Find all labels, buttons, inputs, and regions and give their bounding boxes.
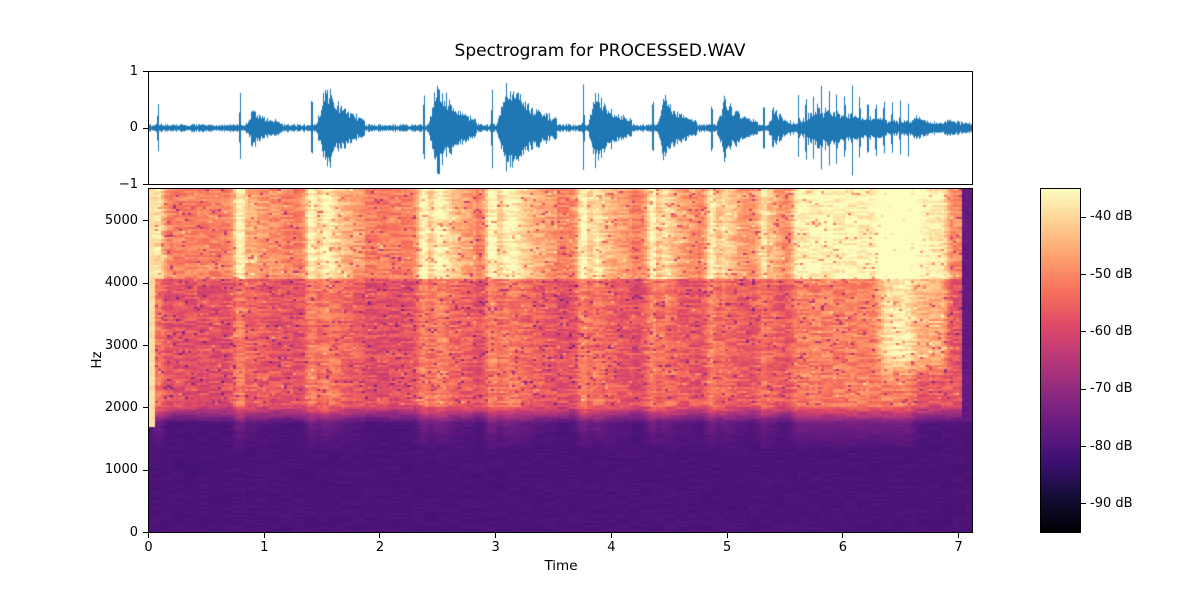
wave-y-tick-label: 1 [129, 63, 138, 79]
colorbar-tick-label: -40 dB [1090, 209, 1133, 225]
spec-x-tick-mark [495, 533, 497, 538]
colorbar-tick-label: -50 dB [1090, 266, 1133, 282]
colorbar-tick-mark [1081, 331, 1086, 333]
colorbar-tick-mark [1081, 503, 1086, 505]
colorbar-gradient [1041, 189, 1080, 532]
spec-x-tick-label: 0 [144, 540, 153, 555]
colorbar-tick-label: -70 dB [1090, 381, 1133, 397]
spec-x-tick-mark [263, 533, 265, 538]
spectrogram-plot [149, 189, 972, 532]
colorbar-tick-label: -80 dB [1090, 438, 1133, 454]
spec-y-tick-mark [143, 469, 148, 471]
colorbar-tick-mark [1081, 446, 1086, 447]
colorbar-tick-mark [1081, 274, 1086, 275]
wave-y-tick-mark [143, 184, 148, 185]
waveform-axes [148, 71, 973, 185]
spec-x-tick-mark [379, 533, 381, 538]
spec-y-tick-mark [143, 220, 148, 222]
spec-y-tick-mark [143, 282, 148, 284]
waveform-plot [149, 72, 972, 184]
colorbar-tick-label: -60 dB [1090, 323, 1133, 339]
spec-y-tick-label: 5000 [104, 212, 138, 228]
colorbar-tick-label: -90 dB [1090, 495, 1133, 511]
spec-x-tick-label: 1 [260, 540, 269, 555]
spec-y-tick-mark [143, 532, 148, 533]
spectrogram-axes [148, 188, 973, 533]
spec-x-tick-label: 6 [838, 540, 848, 555]
colorbar-tick-mark [1081, 388, 1086, 390]
colorbar-tick-mark [1081, 216, 1086, 218]
spec-x-tick-label: 2 [375, 540, 385, 555]
wave-y-tick-label: −1 [118, 176, 138, 192]
spec-x-tick-mark [842, 533, 844, 538]
spec-y-tick-label: 2000 [104, 399, 138, 415]
spec-x-tick-mark [610, 533, 612, 538]
spec-x-tick-mark [148, 533, 149, 538]
wave-y-tick-mark [143, 127, 148, 129]
figure-title: Spectrogram for PROCESSED.WAV [454, 41, 746, 61]
spec-y-tick-mark [143, 407, 148, 409]
spec-x-tick-label: 4 [607, 540, 616, 555]
spec-y-tick-label: 3000 [104, 337, 138, 353]
spec-x-tick-mark [958, 533, 960, 538]
y-axis-label: Hz [89, 351, 105, 369]
spec-y-tick-label: 0 [129, 524, 138, 540]
spec-x-tick-label: 5 [723, 540, 732, 555]
spec-x-tick-label: 7 [954, 540, 963, 555]
spec-x-tick-mark [726, 533, 728, 538]
spec-y-tick-label: 1000 [104, 462, 138, 478]
wave-y-tick-label: 0 [129, 120, 138, 135]
x-axis-label: Time [544, 558, 578, 574]
colorbar [1040, 188, 1081, 533]
spec-y-tick-label: 4000 [104, 275, 138, 291]
wave-y-tick-mark [143, 71, 148, 72]
spec-x-tick-label: 3 [491, 540, 500, 555]
spec-y-tick-mark [143, 345, 148, 347]
